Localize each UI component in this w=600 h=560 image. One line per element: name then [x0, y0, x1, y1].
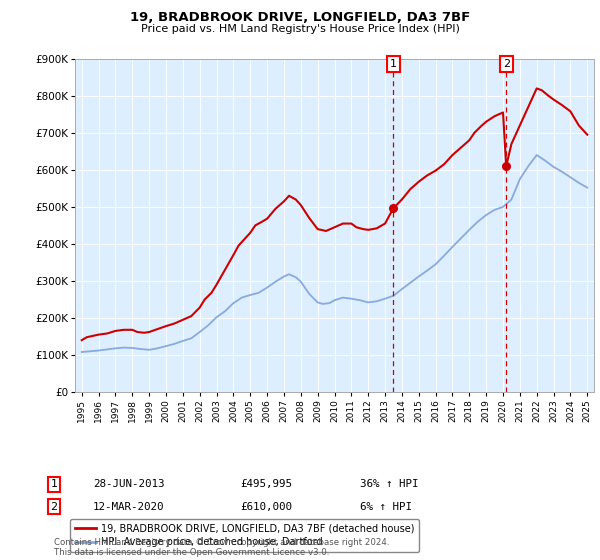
Text: 1: 1 — [50, 479, 58, 489]
Text: Price paid vs. HM Land Registry's House Price Index (HPI): Price paid vs. HM Land Registry's House … — [140, 24, 460, 34]
Text: 2: 2 — [50, 502, 58, 512]
Text: 6% ↑ HPI: 6% ↑ HPI — [360, 502, 412, 512]
Text: Contains HM Land Registry data © Crown copyright and database right 2024.
This d: Contains HM Land Registry data © Crown c… — [54, 538, 389, 557]
Text: 2: 2 — [503, 59, 510, 69]
Text: 19, BRADBROOK DRIVE, LONGFIELD, DA3 7BF: 19, BRADBROOK DRIVE, LONGFIELD, DA3 7BF — [130, 11, 470, 24]
Text: £610,000: £610,000 — [240, 502, 292, 512]
Legend: 19, BRADBROOK DRIVE, LONGFIELD, DA3 7BF (detached house), HPI: Average price, de: 19, BRADBROOK DRIVE, LONGFIELD, DA3 7BF … — [70, 519, 419, 552]
Text: 36% ↑ HPI: 36% ↑ HPI — [360, 479, 419, 489]
Text: 12-MAR-2020: 12-MAR-2020 — [93, 502, 164, 512]
Text: £495,995: £495,995 — [240, 479, 292, 489]
Text: 28-JUN-2013: 28-JUN-2013 — [93, 479, 164, 489]
Text: 1: 1 — [390, 59, 397, 69]
